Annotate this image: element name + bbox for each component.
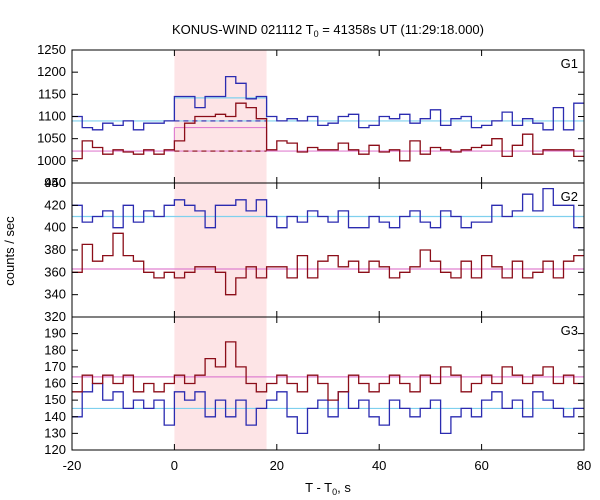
series-step-line [72, 382, 584, 435]
series-step-line [72, 187, 584, 229]
y-tick-label: 1050 [37, 131, 66, 146]
y-tick-label: 120 [44, 442, 66, 457]
y-tick-label: 1150 [38, 86, 66, 101]
y-tick-label: 140 [44, 409, 66, 424]
panel-label: G2 [561, 189, 578, 204]
series-step-line [72, 232, 584, 296]
x-tick-label: 0 [171, 458, 178, 473]
y-tick-label: 1200 [37, 64, 66, 79]
highlight-band [174, 50, 267, 183]
y-tick-label: 360 [44, 264, 66, 279]
y-tick-label: 1000 [37, 153, 66, 168]
y-tick-label: 130 [44, 425, 66, 440]
y-tick-label: 180 [44, 342, 66, 357]
y-tick-label: 170 [44, 359, 66, 374]
y-tick-label: 1250 [37, 42, 66, 57]
y-tick-label: 320 [44, 309, 66, 324]
x-tick-label: 60 [474, 458, 488, 473]
y-tick-label: 950 [44, 175, 66, 190]
x-axis-label: T - T0, s [305, 480, 351, 497]
series-step-line [72, 75, 584, 131]
y-tick-label: 380 [44, 242, 66, 257]
y-tick-label: 400 [44, 220, 66, 235]
x-tick-label: -20 [63, 458, 82, 473]
y-tick-label: 440 [44, 175, 66, 190]
y-tick-label: 420 [44, 197, 66, 212]
y-tick-label: 190 [44, 326, 66, 341]
series-step-line [72, 341, 584, 401]
chart-title: KONUS-WIND 021112 T0 = 41358s UT (11:29:… [172, 22, 484, 39]
series-step-line [72, 102, 584, 162]
y-tick-label: 340 [44, 287, 66, 302]
y-tick-label: 160 [44, 376, 66, 391]
x-tick-label: 40 [372, 458, 386, 473]
highlight-band [174, 183, 267, 317]
y-tick-label: 150 [44, 392, 66, 407]
panel-label: G3 [561, 323, 578, 338]
y-axis-label: counts / sec [2, 216, 17, 286]
panel-frame [71, 49, 585, 184]
y-tick-label: 1100 [38, 109, 66, 124]
panel-label: G1 [561, 56, 578, 71]
x-tick-label: 80 [577, 458, 591, 473]
x-tick-label: 20 [270, 458, 284, 473]
panel-frame [71, 182, 585, 318]
